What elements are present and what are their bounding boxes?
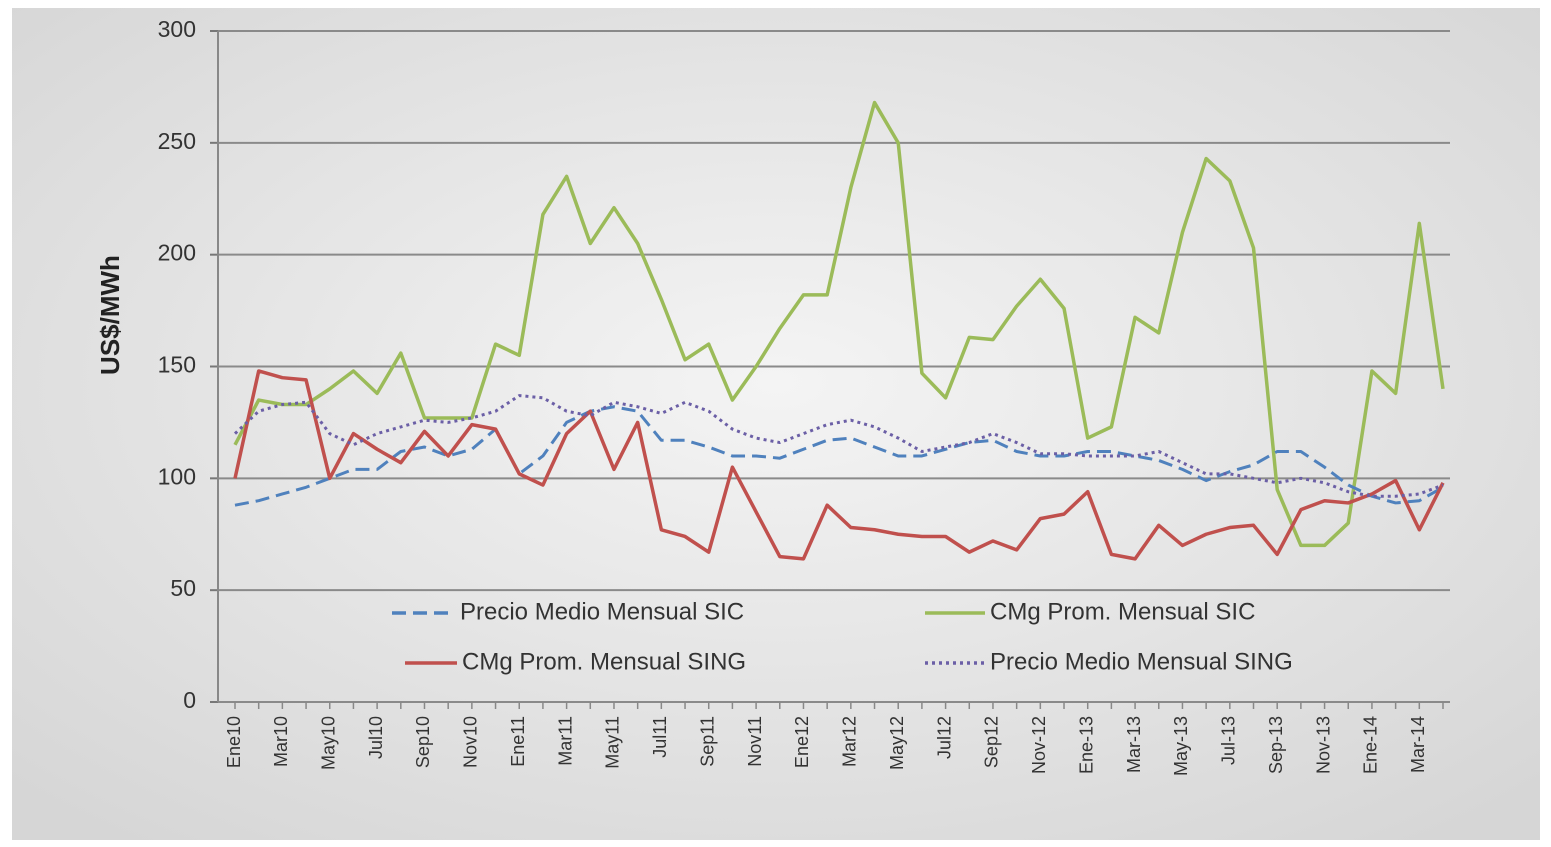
legend-label: Precio Medio Mensual SIC	[460, 598, 744, 625]
x-tick-label: Mar11	[555, 716, 575, 766]
y-tick-label: 150	[158, 352, 196, 378]
y-tick-label: 300	[158, 16, 196, 42]
x-tick-label: Ene-13	[1076, 716, 1096, 774]
y-tick-label: 200	[158, 240, 196, 266]
chart-background	[12, 8, 1540, 840]
x-tick-label: Mar12	[840, 716, 860, 767]
x-tick-label: Nov-13	[1313, 716, 1333, 774]
x-tick-label: Sep10	[413, 716, 433, 768]
x-tick-label: Ene11	[508, 716, 528, 767]
x-tick-label: Ene12	[792, 716, 812, 768]
x-tick-label: Ene10	[224, 716, 244, 768]
legend-label: Precio Medio Mensual SING	[990, 648, 1293, 675]
x-tick-label: Jul10	[366, 716, 386, 759]
x-tick-label: Mar-13	[1124, 716, 1144, 773]
x-tick-label: Jul-13	[1219, 716, 1239, 765]
series-line	[233, 394, 1444, 498]
x-tick-label: Nov10	[461, 716, 481, 768]
x-tick-label: May10	[318, 716, 338, 770]
x-tick-label: May-13	[1171, 716, 1191, 776]
y-tick-label: 50	[170, 575, 196, 601]
x-tick-label: Sep-13	[1266, 716, 1286, 774]
x-tick-label: Jul12	[934, 716, 954, 759]
x-tick-label: Ene-14	[1361, 716, 1381, 774]
x-tick-label: Sep12	[982, 716, 1002, 768]
x-tick-label: Sep11	[697, 716, 717, 767]
x-tick-label: Jul11	[650, 716, 670, 758]
x-tick-label: May12	[887, 716, 907, 770]
x-tick-label: Nov11	[745, 716, 765, 767]
y-tick-label: 0	[183, 687, 196, 713]
x-tick-label: Nov-12	[1029, 716, 1049, 774]
y-axis-label: US$/MWh	[95, 255, 125, 375]
legend-label: CMg Prom. Mensual SIC	[990, 598, 1255, 625]
y-tick-label: 100	[158, 463, 196, 489]
series-line	[233, 100, 1445, 548]
series-line	[234, 405, 1444, 507]
y-tick-label: 250	[158, 128, 196, 154]
series-line	[233, 369, 1445, 561]
x-tick-label: Mar-14	[1408, 716, 1428, 773]
x-tick-label: May11	[603, 716, 623, 769]
x-tick-label: Mar10	[271, 716, 291, 767]
legend-label: CMg Prom. Mensual SING	[462, 648, 746, 675]
